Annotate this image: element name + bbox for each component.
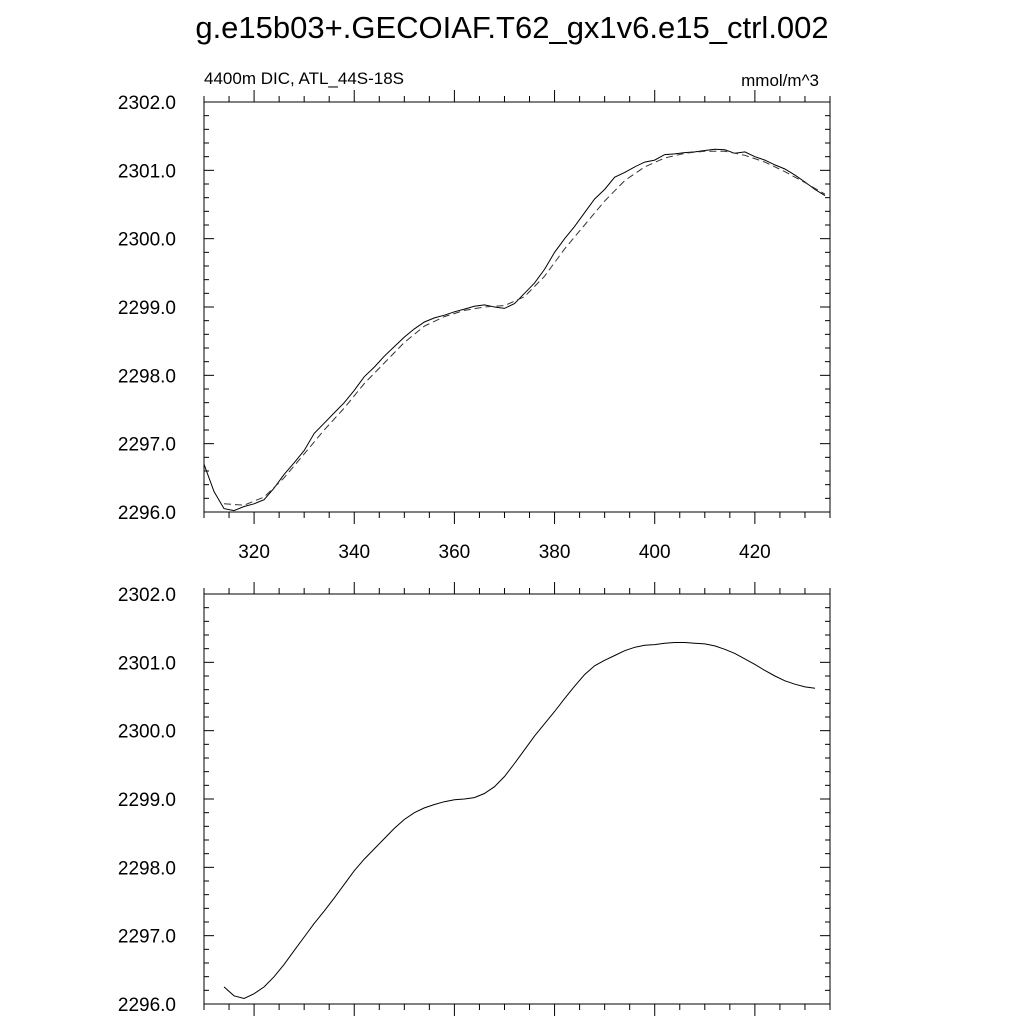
top-x-tick-label: 340	[338, 542, 370, 563]
bottom-y-tick-label: 2297.0	[118, 927, 176, 948]
top-y-tick-label: 2300.0	[118, 230, 176, 251]
top-y-tick-label: 2299.0	[118, 298, 176, 319]
bottom-panel-y-tick-labels: 2296.0 2297.0 2298.0 2299.0 2300.0 2301.0 2302…	[118, 585, 176, 1016]
top-x-tick-label: 380	[539, 542, 571, 563]
top-y-tick-label: 2297.0	[118, 435, 176, 456]
top-panel-units: mmol/m^3	[741, 71, 819, 90]
top-y-tick-label: 2302.0	[118, 93, 176, 114]
top-x-tick-label: 420	[739, 542, 771, 563]
bottom-series-line-solid	[223, 642, 816, 1000]
top-panel-x-tick-labels: 320 340 360 380 400 420	[238, 542, 771, 563]
bottom-y-tick-label: 2296.0	[118, 995, 176, 1016]
top-panel-series	[203, 148, 826, 512]
top-panel-subtitle-left: 4400m DIC, ATL_44S-18S	[204, 69, 404, 88]
top-y-tick-label: 2296.0	[118, 503, 176, 524]
top-y-tick-label: 2298.0	[118, 366, 176, 387]
bottom-panel-frame	[203, 593, 831, 1005]
bottom-panel-series	[223, 642, 816, 1000]
bottom-panel: 2296.0 2297.0 2298.0 2299.0 2300.0 2301.0 2302…	[118, 582, 831, 1016]
top-panel-ticks	[203, 90, 831, 524]
top-x-tick-label: 360	[439, 542, 471, 563]
top-panel-y-tick-labels: 2296.0 2297.0 2298.0 2299.0 2300.0 2301.0 2302…	[118, 93, 176, 524]
figure-title: g.e15b03+.GECOIAF.T62_gx1v6.e15_ctrl.002	[195, 10, 828, 45]
bottom-y-tick-label: 2299.0	[118, 790, 176, 811]
bottom-panel-ticks	[203, 582, 831, 1016]
top-series-line-dashed	[223, 150, 826, 506]
top-panel-frame	[203, 101, 831, 513]
top-y-tick-label: 2301.0	[118, 161, 176, 182]
bottom-y-tick-label: 2298.0	[118, 858, 176, 879]
top-x-tick-label: 400	[639, 542, 671, 563]
top-series-line-solid	[203, 148, 826, 512]
bottom-y-tick-label: 2302.0	[118, 585, 176, 606]
bottom-y-tick-label: 2300.0	[118, 722, 176, 743]
top-panel: 4400m DIC, ATL_44S-18S mmol/m^3 2296.022…	[118, 69, 831, 563]
bottom-y-tick-label: 2301.0	[118, 653, 176, 674]
top-x-tick-label: 320	[238, 542, 270, 563]
